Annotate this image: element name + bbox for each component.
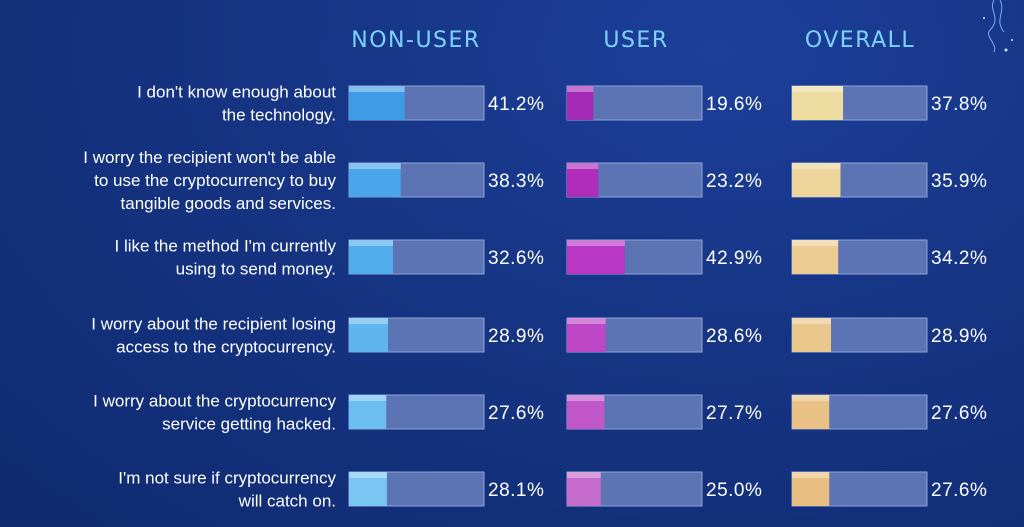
bar: [792, 240, 839, 274]
bar: [349, 472, 387, 506]
category-label: I'm not sure if cryptocurrency: [118, 469, 336, 488]
data-label: 19.6%: [706, 94, 762, 115]
bar-highlight: [349, 472, 387, 478]
category-label: using to send money.: [176, 260, 336, 279]
bar-highlight: [349, 395, 387, 401]
column-header: USER: [603, 28, 668, 53]
data-label: 32.6%: [488, 248, 544, 269]
data-label: 34.2%: [931, 248, 987, 269]
bar: [792, 163, 841, 197]
bar-highlight: [792, 318, 832, 324]
bar-highlight: [792, 163, 841, 169]
sparkle-decoration-icon: [983, 0, 1013, 53]
bar: [567, 395, 605, 429]
data-label: 37.8%: [931, 94, 987, 115]
category-label: will catch on.: [238, 492, 336, 511]
data-label: 28.9%: [488, 326, 544, 347]
data-label: 35.9%: [931, 171, 987, 192]
data-label: 28.9%: [931, 326, 987, 347]
bar: [349, 318, 389, 352]
bar: [349, 163, 401, 197]
bar-highlight: [792, 240, 839, 246]
category-label: to use the cryptocurrency to buy: [94, 171, 336, 190]
bar-highlight: [567, 163, 599, 169]
category-label: I worry the recipient won't be able: [83, 148, 336, 167]
bar: [792, 395, 830, 429]
column-header: OVERALL: [805, 28, 915, 53]
data-label: 27.7%: [706, 403, 762, 424]
data-label: 27.6%: [488, 403, 544, 424]
bar: [567, 240, 625, 274]
bar: [349, 240, 394, 274]
bar: [567, 318, 606, 352]
category-label: tangible goods and services.: [121, 194, 336, 213]
bar-highlight: [349, 86, 405, 92]
bar-highlight: [349, 318, 389, 324]
column-header: NON-USER: [351, 28, 480, 53]
bar: [567, 163, 599, 197]
bar-highlight: [567, 472, 601, 478]
bar: [567, 86, 594, 120]
data-label: 27.6%: [931, 403, 987, 424]
data-label: 41.2%: [488, 94, 544, 115]
bar: [349, 395, 387, 429]
bar-highlight: [792, 395, 830, 401]
data-label: 42.9%: [706, 248, 762, 269]
bar-highlight: [567, 395, 605, 401]
bar: [792, 86, 844, 120]
data-label: 23.2%: [706, 171, 762, 192]
data-label: 28.1%: [488, 480, 544, 501]
bar-highlight: [567, 86, 594, 92]
bar-highlight: [349, 163, 401, 169]
bar: [792, 472, 830, 506]
bar: [349, 86, 405, 120]
data-label: 28.6%: [706, 326, 762, 347]
bar-highlight: [792, 86, 844, 92]
bar-highlight: [792, 472, 830, 478]
data-label: 25.0%: [706, 480, 762, 501]
category-label: I worry about the recipient losing: [91, 315, 336, 334]
category-label: access to the cryptocurrency.: [116, 338, 336, 357]
category-label: I don't know enough about: [137, 83, 336, 102]
category-label: service getting hacked.: [162, 415, 336, 434]
category-label: I like the method I'm currently: [115, 237, 337, 256]
bar-highlight: [349, 240, 394, 246]
bar: [567, 472, 601, 506]
bar-highlight: [567, 318, 606, 324]
data-label: 38.3%: [488, 171, 544, 192]
category-label: I worry about the cryptocurrency: [93, 392, 336, 411]
bar: [792, 318, 832, 352]
data-label: 27.6%: [931, 480, 987, 501]
category-label: the technology.: [222, 106, 336, 125]
bar-highlight: [567, 240, 625, 246]
